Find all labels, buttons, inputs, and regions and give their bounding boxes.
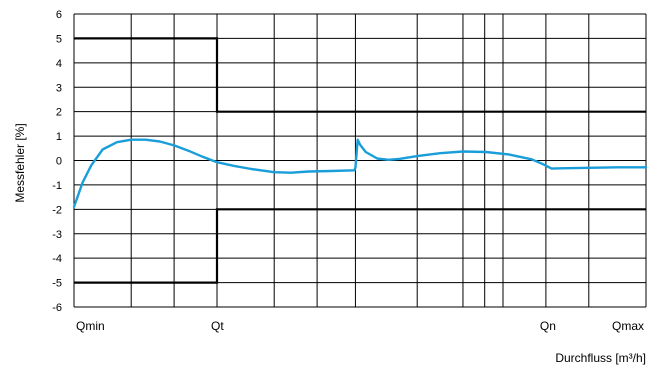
- x-tick-label: Qmax: [612, 319, 644, 333]
- lower-limit-line: [74, 208, 646, 284]
- error-curve-line: [72, 138, 648, 209]
- y-tick-label: 1: [56, 131, 62, 143]
- x-tick-label: Qt: [211, 319, 224, 333]
- x-tick-labels: Qmin Qt Qn Qmax: [76, 319, 644, 333]
- y-tick-label: -1: [52, 180, 62, 192]
- y-tick-label: 2: [56, 107, 62, 119]
- error-curve: [72, 138, 648, 209]
- chart-grid: [73, 13, 647, 308]
- x-tick-label: Qmin: [76, 319, 105, 333]
- y-axis-title: Messfehler [%]: [13, 123, 27, 202]
- y-tick-label: -3: [52, 229, 62, 241]
- y-tick-label: -4: [52, 253, 62, 265]
- x-axis-title: Durchfluss [m³/h]: [555, 351, 646, 365]
- y-tick-label: -5: [52, 278, 62, 290]
- y-tick-label: 4: [56, 58, 62, 70]
- y-tick-labels: 6 5 4 3 2 1 0 -1 -2 -3 -4 -5 -6: [52, 9, 62, 314]
- y-tick-label: 6: [56, 9, 62, 21]
- x-tick-label: Qn: [540, 319, 556, 333]
- y-tick-label: 5: [56, 33, 62, 45]
- y-tick-label: -2: [52, 204, 62, 216]
- upper-limit-line: [74, 37, 646, 113]
- limit-lines: [74, 37, 646, 284]
- y-tick-label: 3: [56, 82, 62, 94]
- y-tick-label: 0: [56, 156, 62, 168]
- y-tick-label: -6: [52, 302, 62, 314]
